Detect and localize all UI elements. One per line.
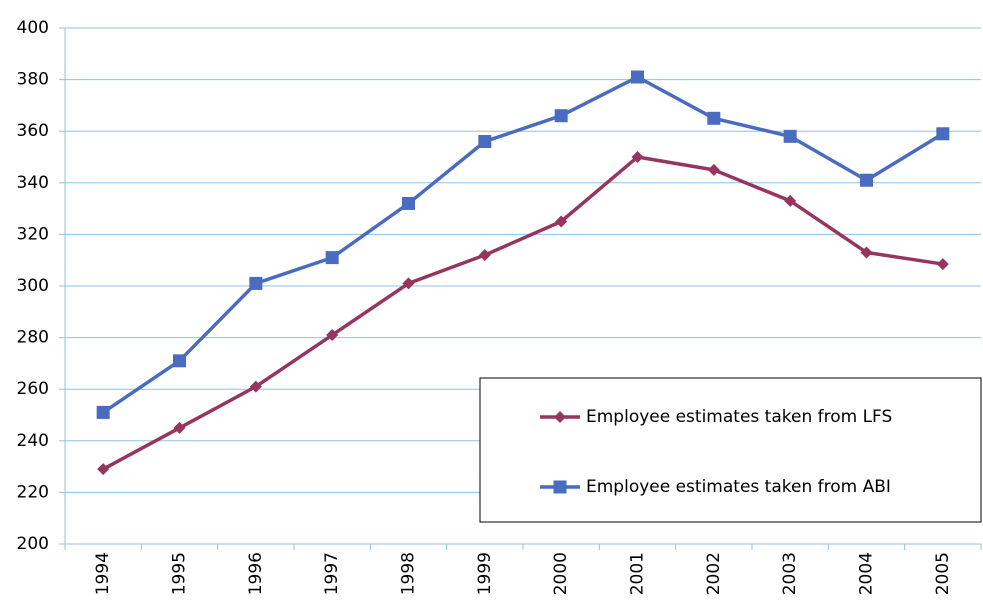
x-tick-label: 1998 [399, 552, 419, 595]
marker [936, 258, 949, 271]
x-tick-label: 2005 [933, 552, 953, 595]
marker [784, 194, 797, 207]
y-tick-label: 260 [17, 379, 49, 399]
y-tick-label: 220 [17, 482, 49, 502]
legend-box [479, 377, 982, 523]
marker [707, 111, 721, 125]
x-tick-label: 2001 [628, 552, 648, 595]
y-tick-label: 280 [17, 328, 49, 348]
marker [402, 196, 415, 210]
series-line [102, 75, 944, 414]
marker [325, 251, 339, 265]
y-tick-label: 400 [17, 18, 49, 38]
marker [173, 354, 186, 368]
marker [97, 463, 110, 476]
marker [707, 163, 720, 176]
legend-label: Employee estimates taken from LFS [586, 407, 892, 427]
marker [478, 249, 491, 262]
marker [631, 151, 644, 163]
marker [478, 135, 492, 149]
marker [96, 405, 110, 419]
x-tick-label: 1999 [475, 552, 495, 595]
marker [402, 277, 415, 290]
marker [173, 421, 186, 434]
marker [631, 70, 644, 84]
y-tick-label: 300 [17, 276, 49, 296]
x-tick-label: 2003 [780, 552, 800, 595]
y-tick-label: 320 [17, 224, 49, 244]
marker [783, 129, 797, 143]
marker [555, 215, 568, 228]
x-tick-label: 1995 [170, 552, 190, 595]
marker [554, 109, 568, 123]
marker [326, 329, 339, 342]
marker [860, 173, 873, 187]
x-tick-label: 2002 [704, 552, 724, 595]
y-tick-label: 200 [17, 534, 49, 554]
marker [249, 276, 263, 290]
y-tick-label: 360 [17, 121, 49, 141]
marker [553, 480, 567, 494]
x-tick-label: 1996 [246, 552, 266, 595]
y-tick-label: 240 [17, 431, 49, 451]
marker [860, 246, 873, 259]
x-tick-label: 2000 [551, 552, 571, 595]
x-tick-label: 2004 [857, 552, 877, 595]
x-tick-label: 1997 [322, 552, 342, 595]
legend: Employee estimates taken from LFS Employe… [479, 377, 982, 523]
marker [936, 127, 950, 141]
series-line [102, 155, 944, 471]
marker [554, 411, 566, 423]
y-tick-label: 380 [17, 70, 49, 90]
legend-label: Employee estimates taken from ABI [586, 477, 891, 497]
marker [249, 380, 262, 393]
x-tick-label: 1994 [93, 552, 113, 595]
y-tick-label: 340 [17, 173, 49, 193]
